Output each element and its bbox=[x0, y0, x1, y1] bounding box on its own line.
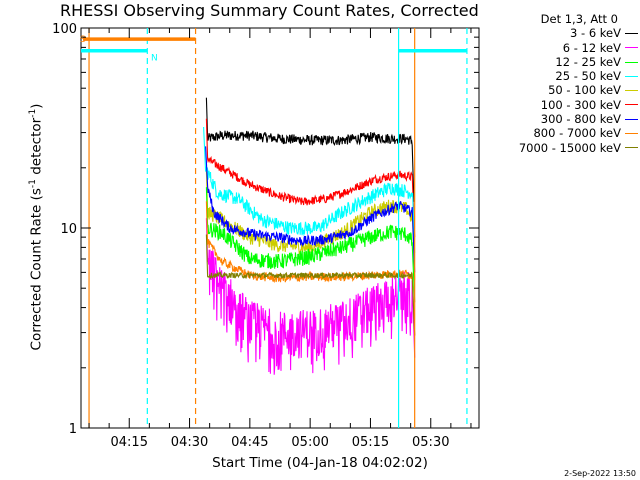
series-line-6-12-kev bbox=[205, 218, 416, 375]
legend-label: 7000 - 15000 keV bbox=[518, 140, 621, 155]
x-tick-label: 04:15 bbox=[111, 435, 148, 450]
legend-label: 3 - 6 keV bbox=[570, 26, 621, 41]
legend-item: 800 - 7000 keV bbox=[484, 126, 638, 140]
series-line-100-300-kev bbox=[205, 118, 416, 238]
plot-area-frame bbox=[80, 27, 480, 429]
legend-label: 50 - 100 keV bbox=[548, 83, 621, 98]
legend: Det 1,3, Att 0 3 - 6 keV 6 - 12 keV 12 - 2… bbox=[484, 12, 638, 155]
y-tick-label: 10 bbox=[60, 222, 77, 237]
y-tick-label: 1 bbox=[69, 422, 77, 437]
legend-item: 300 - 800 keV bbox=[484, 112, 638, 126]
legend-swatch bbox=[625, 47, 638, 49]
legend-item: 25 - 50 keV bbox=[484, 69, 638, 83]
series-line-3-6-kev bbox=[205, 97, 415, 202]
legend-swatch bbox=[625, 118, 638, 120]
flag-label-n: N bbox=[151, 54, 158, 64]
y-tick-label: 100 bbox=[52, 22, 77, 37]
footer-date: 2-Sep-2022 13:50 bbox=[564, 469, 636, 478]
legend-swatch bbox=[625, 61, 638, 63]
x-axis-label: Start Time (04-Jan-18 04:02:02) bbox=[212, 455, 428, 471]
legend-swatch bbox=[625, 90, 638, 92]
legend-label: 300 - 800 keV bbox=[540, 112, 621, 127]
legend-label: 800 - 7000 keV bbox=[533, 126, 621, 141]
legend-item: 12 - 25 keV bbox=[484, 55, 638, 69]
series-line-12-25-kev bbox=[205, 187, 416, 303]
legend-swatch bbox=[625, 75, 638, 77]
chart-title: RHESSI Observing Summary Count Rates, Co… bbox=[60, 1, 479, 20]
legend-swatch bbox=[625, 104, 638, 106]
y-axis-label: Corrected Count Rate (s-1 detector-1) bbox=[27, 103, 45, 351]
series-line-25-50-kev bbox=[203, 126, 416, 254]
legend-label: 100 - 300 keV bbox=[540, 97, 621, 112]
legend-item: 50 - 100 keV bbox=[484, 83, 638, 97]
legend-title: Det 1,3, Att 0 bbox=[540, 12, 618, 26]
x-tick-label: 04:30 bbox=[171, 435, 208, 450]
legend-swatch bbox=[625, 133, 638, 135]
legend-swatch bbox=[625, 147, 638, 149]
x-tick-label: 05:00 bbox=[291, 435, 328, 450]
legend-swatch bbox=[625, 32, 638, 34]
series-line-300-800-kev bbox=[205, 146, 416, 273]
legend-item: 6 - 12 keV bbox=[484, 41, 638, 55]
x-tick-label: 05:30 bbox=[412, 435, 449, 450]
legend-label: 12 - 25 keV bbox=[555, 54, 621, 69]
legend-item: 7000 - 15000 keV bbox=[484, 141, 638, 155]
legend-item: 3 - 6 keV bbox=[484, 26, 638, 40]
legend-label: 25 - 50 keV bbox=[555, 69, 621, 84]
flag-label-s: S bbox=[80, 35, 86, 45]
x-tick-label: 04:45 bbox=[231, 435, 268, 450]
series-line-7000-15000-kev bbox=[205, 234, 416, 336]
legend-item: 100 - 300 keV bbox=[484, 98, 638, 112]
legend-label: 6 - 12 keV bbox=[562, 40, 621, 55]
x-tick-label: 05:15 bbox=[352, 435, 389, 450]
